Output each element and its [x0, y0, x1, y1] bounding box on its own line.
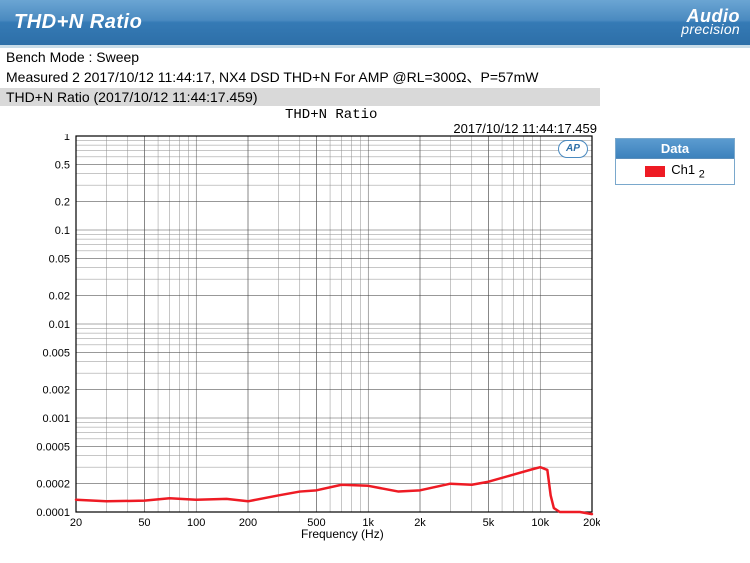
line-chart: 20501002005001k2k5k10k20k0.00010.00020.0…	[6, 134, 600, 538]
svg-text:0.0005: 0.0005	[36, 441, 70, 453]
svg-text:0.002: 0.002	[42, 385, 70, 397]
legend-header: Data	[616, 139, 734, 159]
svg-text:20: 20	[70, 517, 82, 529]
bench-mode-label: Bench Mode : Sweep	[0, 48, 750, 66]
svg-text:1: 1	[64, 134, 70, 143]
svg-text:0.05: 0.05	[49, 253, 70, 265]
svg-text:20k: 20k	[583, 517, 600, 529]
chart-canvas-wrap: 20501002005001k2k5k10k20k0.00010.00020.0…	[6, 134, 600, 539]
svg-text:0.1: 0.1	[55, 225, 70, 237]
chart-area: THD+N Ratio 2017/10/12 11:44:17.459 2050…	[0, 106, 750, 543]
legend-swatch-icon	[645, 166, 665, 177]
ap-badge-icon: AP	[558, 140, 588, 158]
svg-text:10k: 10k	[531, 517, 549, 529]
legend-item-label: Ch1 2	[671, 162, 705, 181]
svg-text:0.2: 0.2	[55, 197, 70, 209]
svg-text:2k: 2k	[414, 517, 426, 529]
brand-logo: Audio precision	[681, 9, 740, 36]
page-title: THD+N Ratio	[14, 11, 142, 34]
svg-text:0.005: 0.005	[42, 347, 70, 359]
app-header: THD+N Ratio Audio precision	[0, 0, 750, 48]
x-axis-label: Frequency (Hz)	[301, 527, 384, 541]
svg-text:50: 50	[138, 517, 150, 529]
svg-text:0.001: 0.001	[42, 413, 70, 425]
svg-text:5k: 5k	[483, 517, 495, 529]
svg-text:0.5: 0.5	[55, 159, 70, 171]
legend: Data Ch1 2	[615, 138, 735, 185]
measured-info: Measured 2 2017/10/12 11:44:17, NX4 DSD …	[0, 66, 750, 88]
logo-line2: precision	[681, 24, 740, 36]
svg-text:200: 200	[239, 517, 257, 529]
svg-text:100: 100	[187, 517, 205, 529]
svg-text:0.0002: 0.0002	[36, 479, 70, 491]
svg-text:0.0001: 0.0001	[36, 507, 70, 519]
legend-item: Ch1 2	[616, 159, 734, 184]
chart-title: THD+N Ratio	[285, 107, 377, 123]
svg-text:0.02: 0.02	[49, 291, 70, 303]
svg-text:0.01: 0.01	[49, 319, 70, 331]
chart-subtitle-row: THD+N Ratio (2017/10/12 11:44:17.459)	[0, 88, 600, 106]
